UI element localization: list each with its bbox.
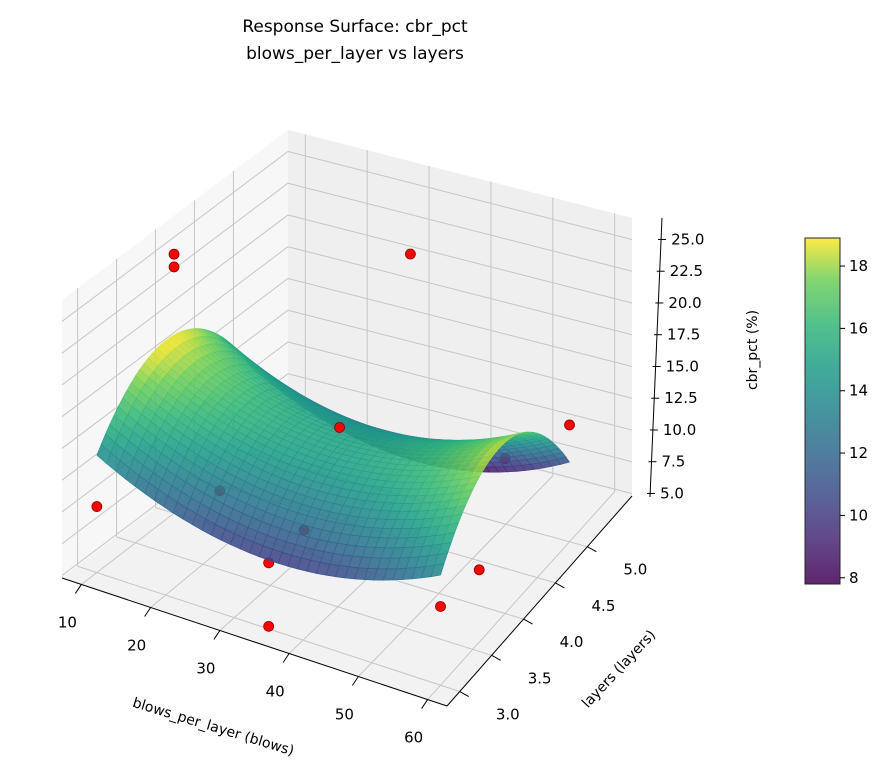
gridline <box>287 150 633 240</box>
x-axis-label: blows_per_layer (blows) <box>131 695 296 759</box>
data-point <box>435 601 446 612</box>
x-tick-label: 50 <box>335 706 354 724</box>
z-tick-label: 20.0 <box>668 294 701 312</box>
colorbar-tick-label: 10 <box>849 506 868 524</box>
points-front <box>168 248 575 433</box>
colorbar-tick-label: 8 <box>849 569 859 587</box>
y-axis-label: layers (layers) <box>579 627 659 711</box>
y-axis-line <box>446 495 633 707</box>
x-tick-label: 20 <box>127 636 146 654</box>
z-tick-label: 12.5 <box>664 389 697 407</box>
x-tick-label: 40 <box>266 683 285 701</box>
y-tick-label: 5.0 <box>623 561 647 579</box>
x-tick-label: 30 <box>196 659 215 677</box>
gridline <box>287 214 633 304</box>
gridline <box>287 373 633 463</box>
gridline <box>287 341 633 431</box>
y-tick <box>523 618 533 625</box>
gridline <box>287 277 633 367</box>
gridline <box>358 475 554 677</box>
colorbar-tick-label: 16 <box>849 319 868 337</box>
y-tick <box>587 546 597 553</box>
z-axis-label: cbr_pct (%) <box>745 310 761 390</box>
y-tick-label: 4.0 <box>560 633 584 651</box>
y-tick-label: 3.5 <box>528 669 552 687</box>
colorbar-tick-label: 14 <box>849 382 868 400</box>
gridline <box>116 536 492 656</box>
gridline <box>287 246 633 336</box>
y-tick <box>555 582 565 589</box>
x-axis-line <box>61 577 448 707</box>
data-point <box>168 248 180 260</box>
gridline <box>287 309 633 399</box>
data-point <box>91 501 103 512</box>
back-pane <box>288 129 632 496</box>
colorbar-tick-label: 18 <box>849 257 868 275</box>
colorbar-tick-label: 12 <box>849 444 868 462</box>
y-tick-label: 3.0 <box>496 706 520 724</box>
z-tick-label: 15.0 <box>666 357 699 375</box>
x-tick-label: 10 <box>58 613 77 631</box>
gridline <box>61 214 289 386</box>
z-tick-label: 22.5 <box>670 262 703 280</box>
gridline <box>61 246 289 418</box>
colorbar-ticks: 8 10 12 14 16 18 <box>840 257 868 587</box>
z-tick-label: 17.5 <box>667 326 700 344</box>
axis-lines <box>61 217 667 709</box>
x-tick <box>144 607 152 617</box>
gridline <box>61 151 289 322</box>
x-tick <box>351 676 359 686</box>
gridline <box>287 182 633 272</box>
gridline <box>427 491 616 700</box>
surface <box>96 328 570 581</box>
x-tick <box>282 653 290 663</box>
data-point <box>263 620 275 632</box>
colorbar <box>804 237 841 585</box>
chart-title-line-2: blows_per_layer vs layers <box>246 44 464 64</box>
y-tick-label: 4.5 <box>592 597 616 615</box>
z-tick-label: 7.5 <box>661 453 685 471</box>
data-point <box>334 422 345 433</box>
z-tick-label: 10.0 <box>663 421 696 439</box>
data-point <box>168 261 180 273</box>
x-tick <box>421 699 429 709</box>
chart-title-line-1: Response Surface: cbr_pct <box>242 17 468 37</box>
tick-labels: 10 20 30 40 50 60 3.0 3.5 4.0 4.5 5.0 5.0 7.5 10.0 12.… <box>58 230 705 746</box>
y-tick <box>459 691 470 697</box>
data-point <box>473 564 485 576</box>
surface-patch <box>430 563 445 578</box>
data-point <box>404 248 416 260</box>
z-tick-label: 5.0 <box>660 484 684 502</box>
x-tick <box>74 584 82 594</box>
y-tick <box>491 654 501 661</box>
z-axis-line <box>649 217 663 498</box>
z-tick-label: 25.0 <box>671 230 704 248</box>
x-tick-label: 60 <box>404 729 423 747</box>
x-tick <box>213 630 221 640</box>
data-point <box>564 419 575 431</box>
